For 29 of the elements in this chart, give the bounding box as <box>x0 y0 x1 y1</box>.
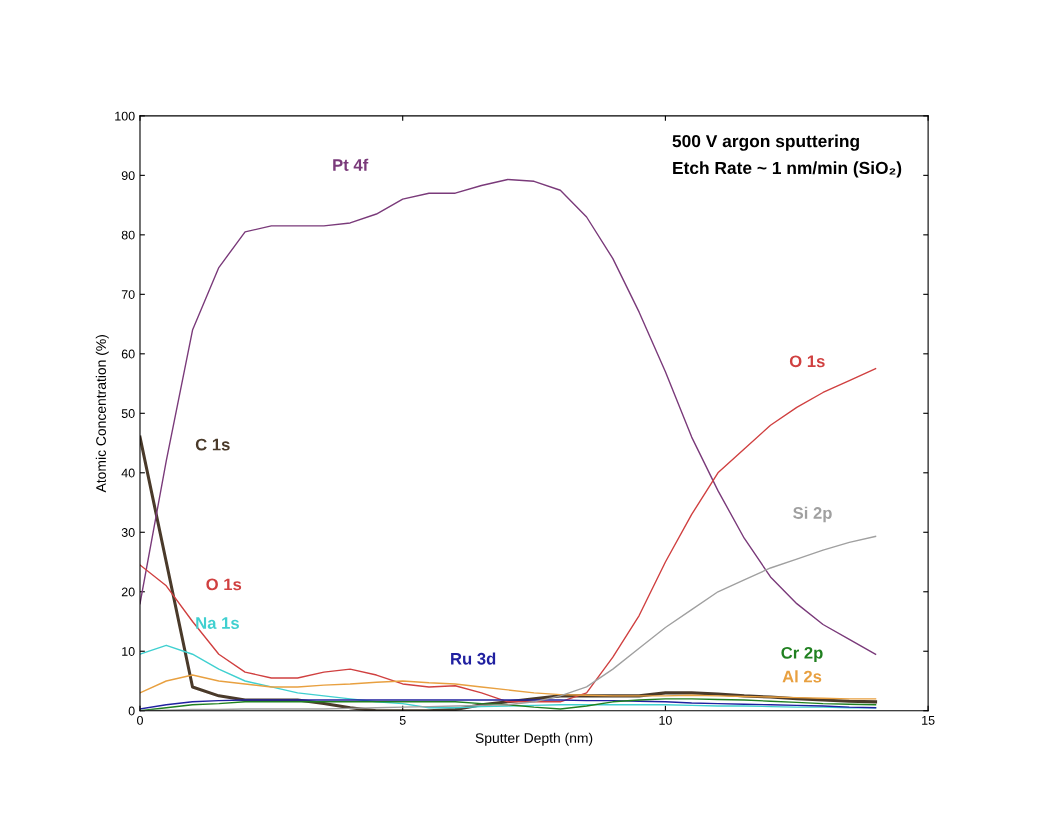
x-tick-label: 5 <box>399 716 406 725</box>
series-label: Si 2p <box>793 506 832 523</box>
text: C 1s <box>195 438 230 451</box>
x-axis-title: Sputter Depth (nm) <box>475 732 593 746</box>
y-tick-label: 100 <box>115 111 135 121</box>
line-series <box>139 367 877 703</box>
x-tick-label: 15 <box>922 716 935 725</box>
series-label: Na 1s <box>196 617 239 629</box>
text: Ru 3d <box>451 652 496 665</box>
x-tick-label: 10 <box>659 715 672 725</box>
text: Pt 4f <box>333 158 369 171</box>
y-tick-label: 60 <box>121 349 135 359</box>
series-label: Al 2s <box>782 670 822 683</box>
text: O 1s <box>206 578 242 591</box>
x-tick-label: 0 <box>137 715 143 725</box>
series-label: O 1s <box>789 355 825 368</box>
y-tick-label: 90 <box>121 171 135 181</box>
y-tick-label: 50 <box>121 409 135 418</box>
y-tick-label: 10 <box>122 647 135 656</box>
y-tick-label: 20 <box>121 587 135 597</box>
y-axis-title: Atomic Concentration (%) <box>95 335 109 493</box>
annotation: 500 V argon sputtering <box>672 134 859 151</box>
text: Cr 2p <box>781 646 823 662</box>
y-tick-label: 30 <box>121 528 135 537</box>
y-tick-label: 80 <box>121 230 135 240</box>
y-tick-label: 40 <box>121 468 135 478</box>
y-tick-label: 70 <box>121 290 135 299</box>
y-tick-label: 0 <box>128 706 135 716</box>
annotation: Etch Rate ~ 1 nm/min (SiO₂) <box>673 161 902 178</box>
